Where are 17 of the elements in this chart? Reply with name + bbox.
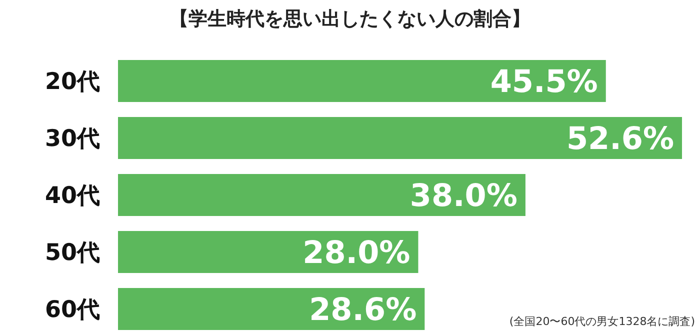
y-tick-label: 50代 — [44, 240, 100, 266]
bar — [118, 117, 682, 159]
data-label: 45.5% — [490, 64, 598, 100]
bar — [118, 174, 526, 216]
data-label: 28.0% — [302, 235, 410, 271]
data-label: 28.6% — [309, 292, 417, 328]
y-tick-label: 40代 — [44, 183, 100, 209]
bar — [118, 288, 425, 330]
annotation: (全国20〜60代の男女1328名に調査) — [509, 315, 695, 328]
chart-title: 【学生時代を思い出したくない人の割合】 — [170, 8, 530, 30]
y-tick-label: 60代 — [44, 297, 100, 323]
bar — [118, 60, 606, 102]
y-tick-label: 20代 — [44, 69, 100, 95]
data-label: 38.0% — [410, 178, 518, 214]
y-tick-label: 30代 — [44, 126, 100, 152]
bar — [118, 231, 418, 273]
data-label: 52.6% — [566, 121, 674, 157]
